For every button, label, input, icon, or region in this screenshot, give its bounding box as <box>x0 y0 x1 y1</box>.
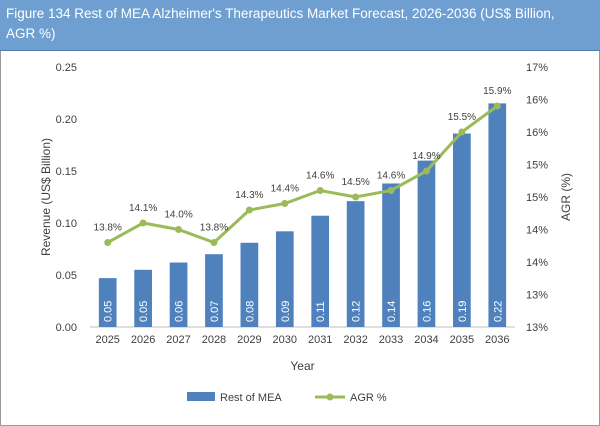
agr-line <box>106 104 499 245</box>
chart-title-bar: Figure 134 Rest of MEA Alzheimer's Thera… <box>0 0 600 51</box>
y-tick-label: 0.25 <box>56 62 77 74</box>
y-tick-label: 0.15 <box>56 166 77 178</box>
y2-tick-label: 14% <box>526 225 548 237</box>
agr-point <box>352 193 360 201</box>
y2-tick-label: 14% <box>526 257 548 269</box>
x-tick-label: 2033 <box>379 334 403 346</box>
agr-data-label: 15.9% <box>483 86 511 97</box>
agr-data-label: 14.6% <box>377 171 405 182</box>
bar-data-label: 0.05 <box>103 301 115 322</box>
bar <box>98 278 117 327</box>
bar-data-label: 0.11 <box>315 301 327 322</box>
bar <box>453 133 471 327</box>
y2-tick-label: 16% <box>526 127 548 139</box>
y-tick-label: 0.00 <box>56 322 77 334</box>
legend-swatch-bar <box>187 392 215 401</box>
x-tick-label: 2026 <box>131 334 155 346</box>
legend-label-bar: Rest of MEA <box>220 392 282 404</box>
agr-point <box>210 239 218 246</box>
bar <box>205 254 223 327</box>
bar <box>311 215 330 327</box>
bar-data-label: 0.05 <box>138 301 150 322</box>
x-tick-label: 2035 <box>450 334 474 346</box>
bar-data-label: 0.06 <box>174 301 186 322</box>
y2-tick-label: 13% <box>526 290 548 302</box>
bar <box>275 231 294 327</box>
y-tick-label: 0.20 <box>56 114 77 126</box>
agr-data-label: 14.9% <box>412 151 440 162</box>
x-tick-label: 2034 <box>414 334 438 346</box>
bar-data-label: 0.14 <box>386 301 398 322</box>
x-tick-label: 2029 <box>237 334 261 346</box>
bar-data-label: 0.16 <box>421 301 433 322</box>
x-tick-label: 2031 <box>308 334 332 346</box>
y2-axis-title: AGR (%) <box>559 173 573 221</box>
agr-point <box>458 128 466 136</box>
agr-point <box>245 206 253 214</box>
x-axis-title: Year <box>290 359 314 373</box>
bar <box>488 103 507 328</box>
y2-tick-label: 17% <box>526 62 548 74</box>
agr-data-label: 14.5% <box>341 177 369 188</box>
bar-data-label: 0.19 <box>457 301 469 322</box>
bar-data-label: 0.08 <box>244 301 256 322</box>
x-tick-label: 2032 <box>343 334 367 346</box>
bar-data-label: 0.12 <box>351 301 363 322</box>
agr-point <box>316 187 324 194</box>
agr-data-label: 14.4% <box>271 184 299 195</box>
agr-data-label: 14.0% <box>164 210 192 221</box>
bar <box>169 262 188 327</box>
x-tick-label: 2027 <box>166 334 190 346</box>
agr-data-label: 14.3% <box>235 190 263 201</box>
chart-title: Figure 134 Rest of MEA Alzheimer's Thera… <box>6 6 555 41</box>
legend-swatch-marker <box>326 393 334 401</box>
bar-data-label: 0.09 <box>280 301 292 322</box>
x-tick-label: 2028 <box>202 334 226 346</box>
y2-tick-label: 15% <box>526 192 548 204</box>
agr-point <box>281 200 289 207</box>
y-tick-label: 0.10 <box>56 218 77 230</box>
agr-point <box>104 239 112 246</box>
agr-point <box>387 187 395 194</box>
bar <box>346 201 365 327</box>
bar <box>134 269 152 327</box>
x-tick-label: 2025 <box>95 334 119 346</box>
y2-tick-label: 16% <box>526 95 548 107</box>
agr-data-label: 15.5% <box>448 112 476 123</box>
y-axis-title: Revenue (US$ Billion) <box>39 138 53 256</box>
y2-tick-label: 15% <box>526 160 548 172</box>
bar <box>417 160 436 327</box>
bar-data-label: 0.07 <box>209 301 221 322</box>
y-tick-label: 0.05 <box>56 270 77 282</box>
agr-point <box>175 226 183 233</box>
y2-tick-label: 13% <box>526 322 548 334</box>
legend-label-line: AGR % <box>350 392 387 404</box>
bar <box>382 183 400 327</box>
x-tick-label: 2030 <box>273 334 297 346</box>
x-tick-label: 2036 <box>485 334 509 346</box>
agr-data-label: 13.8% <box>94 223 122 234</box>
agr-point <box>422 167 430 175</box>
agr-data-label: 13.8% <box>200 223 228 234</box>
agr-data-label: 14.6% <box>306 171 334 182</box>
agr-point <box>139 219 147 227</box>
bar-data-label: 0.22 <box>492 301 504 322</box>
bar <box>240 242 259 327</box>
agr-point <box>493 102 501 110</box>
agr-data-label: 14.1% <box>129 203 157 214</box>
